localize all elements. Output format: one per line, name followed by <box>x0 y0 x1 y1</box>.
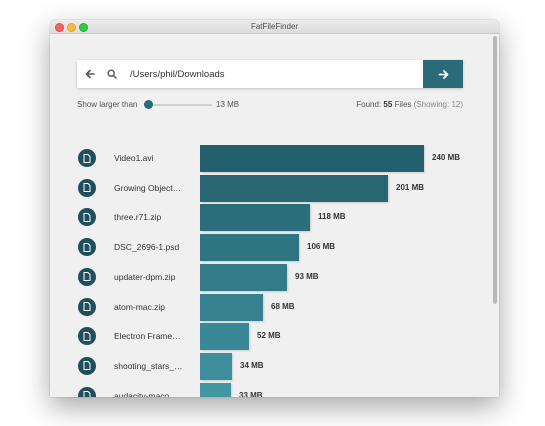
file-size-label: 33 MB <box>239 390 263 397</box>
found-count: 55 <box>383 100 393 109</box>
size-slider-handle[interactable] <box>144 100 153 109</box>
file-icon[interactable] <box>78 327 96 346</box>
file-size-bar[interactable] <box>200 323 249 351</box>
file-size-bar[interactable] <box>200 263 287 291</box>
go-button[interactable] <box>423 60 463 88</box>
file-name: updater-dpm.zip <box>114 271 176 282</box>
file-size-label: 106 MB <box>307 242 336 252</box>
file-size-label: 118 MB <box>318 212 346 222</box>
file-name: Video1.avi <box>114 153 154 163</box>
path-bar <box>77 60 463 88</box>
search-button[interactable] <box>101 60 123 88</box>
file-name: atom-mac.zip <box>114 301 166 312</box>
showing-count: (Showing: 12) <box>413 100 463 109</box>
file-icon[interactable] <box>78 149 96 167</box>
file-icon[interactable] <box>78 178 96 197</box>
file-size-bar[interactable] <box>200 382 231 397</box>
size-filter-label: Show larger than <box>77 100 138 109</box>
minimize-window-button[interactable] <box>67 23 76 32</box>
file-row[interactable]: updater-dpm.zip 93 MB <box>77 263 467 291</box>
close-window-button[interactable] <box>55 23 64 32</box>
size-slider-track[interactable] <box>145 104 212 106</box>
path-input[interactable] <box>130 60 420 88</box>
file-name: DSC_2696-1.psd <box>114 242 180 253</box>
file-size-label: 68 MB <box>271 301 295 311</box>
file-icon[interactable] <box>78 208 96 227</box>
file-row[interactable]: atom-mac.zip 68 MB <box>77 293 467 321</box>
file-row[interactable]: Growing Object… 201 MB <box>77 174 467 202</box>
file-size-label: 201 MB <box>396 182 425 192</box>
file-icon[interactable] <box>78 238 96 257</box>
file-size-bar[interactable] <box>200 293 263 321</box>
app-window: FatFileFinder Show larger than 13 MB Fou… <box>50 20 499 397</box>
file-row[interactable]: Electron Frame… 52 MB <box>77 323 467 351</box>
zoom-window-button[interactable] <box>79 23 88 32</box>
file-row[interactable]: three.r71.zip 118 MB <box>77 204 467 232</box>
file-name: shooting_stars_… <box>114 360 183 371</box>
file-icon[interactable] <box>78 297 96 316</box>
file-name: Electron Frame… <box>114 331 181 342</box>
file-row[interactable]: Video1.avi 240 MB <box>77 145 467 172</box>
arrow-right-icon <box>438 69 448 79</box>
file-size-label: 93 MB <box>295 271 319 281</box>
vertical-scrollbar[interactable] <box>492 34 499 397</box>
back-button[interactable] <box>79 60 101 88</box>
size-filter-value: 13 MB <box>216 100 240 109</box>
results-summary: Found: 55 Files (Showing: 12) <box>356 100 463 109</box>
file-row[interactable]: DSC_2696-1.psd 106 MB <box>77 234 467 262</box>
found-suffix: Files <box>394 100 412 109</box>
file-size-label: 240 MB <box>432 153 461 162</box>
file-size-bar[interactable] <box>200 204 310 232</box>
file-row[interactable]: shooting_stars_… 34 MB <box>77 352 467 380</box>
found-prefix: Found: <box>356 100 382 109</box>
file-name: audacity-maco… <box>114 390 178 397</box>
scrollbar-thumb[interactable] <box>493 36 497 304</box>
window-title: FatFileFinder <box>250 22 299 31</box>
file-name: Growing Object… <box>114 182 182 193</box>
file-size-label: 34 MB <box>240 360 264 370</box>
file-size-bar[interactable] <box>200 352 232 380</box>
file-row[interactable]: audacity-maco… 33 MB <box>77 382 467 397</box>
file-size-bar[interactable] <box>200 234 299 262</box>
file-size-bar[interactable] <box>200 174 388 202</box>
file-size-bar[interactable] <box>200 145 424 172</box>
file-icon[interactable] <box>78 386 96 397</box>
file-icon[interactable] <box>78 267 96 286</box>
search-icon <box>107 69 117 79</box>
file-icon[interactable] <box>78 356 96 375</box>
file-name: three.r71.zip <box>114 212 162 223</box>
arrow-left-icon <box>85 69 95 79</box>
title-bar[interactable]: FatFileFinder <box>50 20 499 34</box>
file-size-label: 52 MB <box>257 331 281 341</box>
